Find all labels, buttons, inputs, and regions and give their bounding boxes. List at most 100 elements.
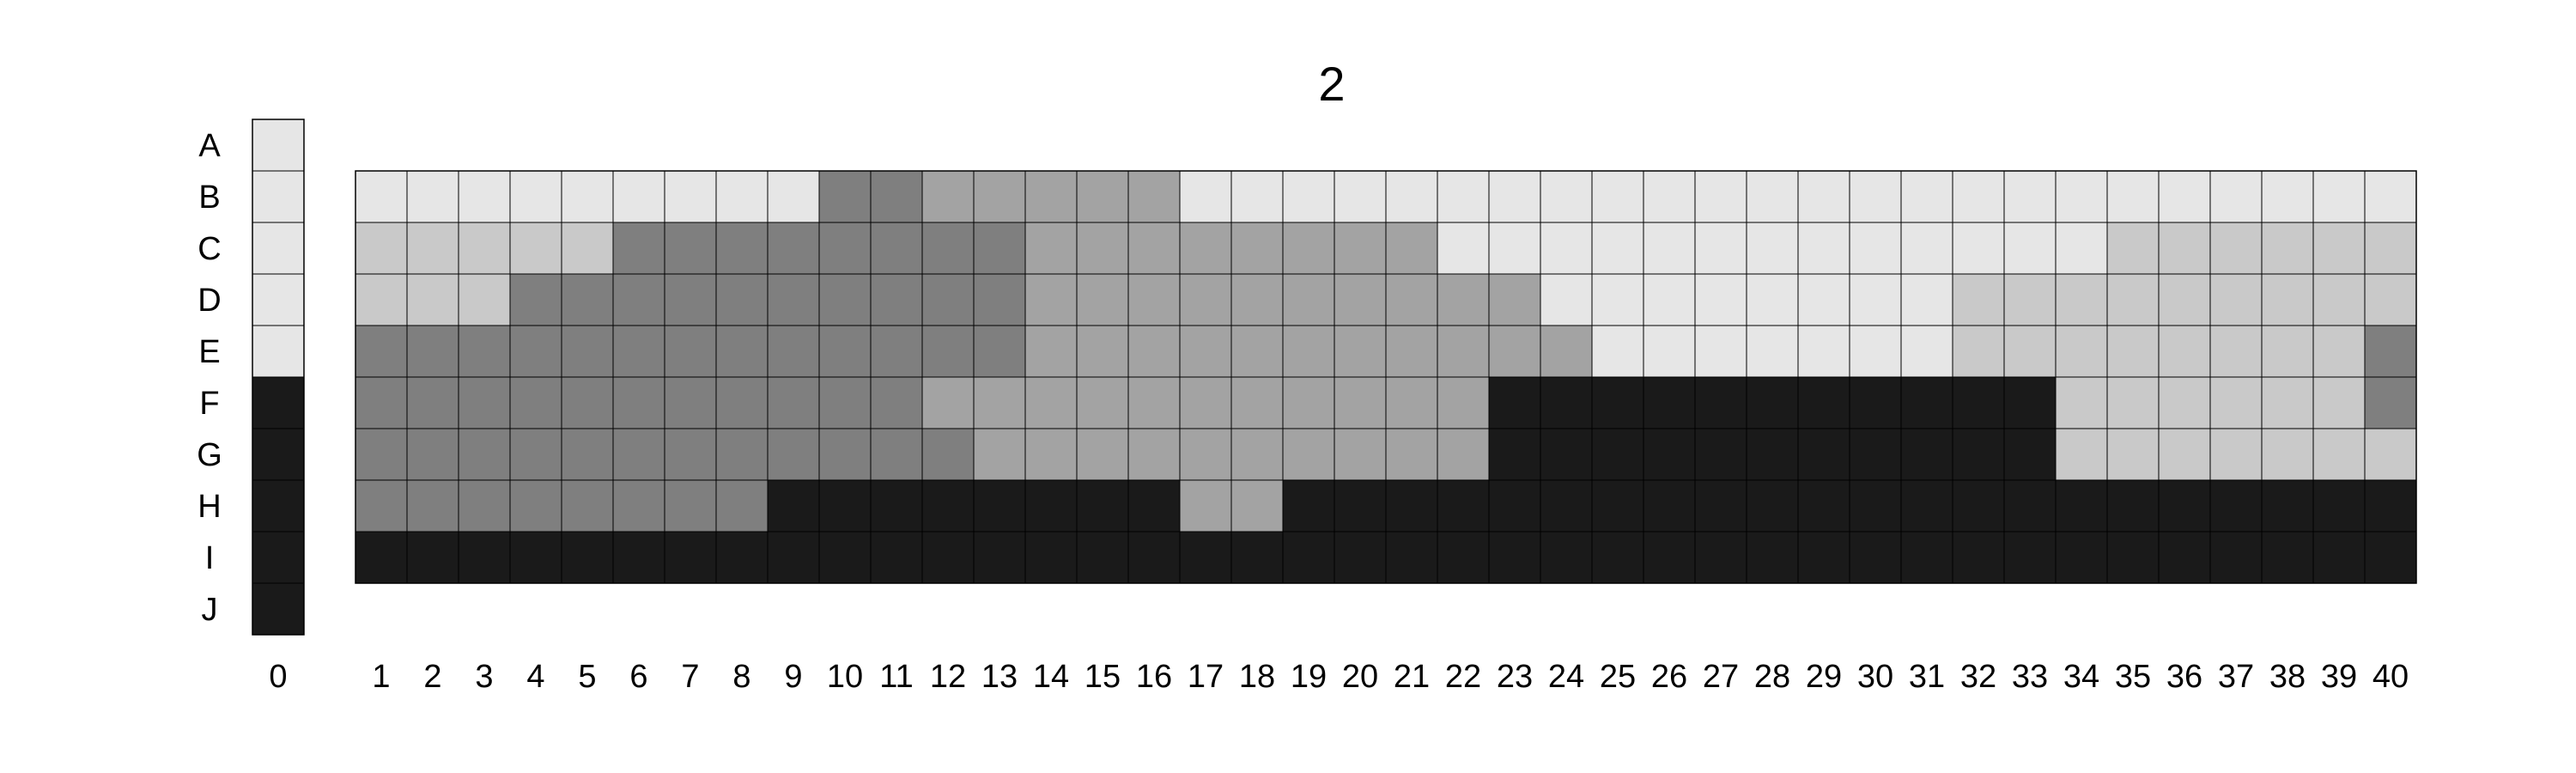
heatmap-cell <box>1488 170 1541 223</box>
reference-cell <box>252 325 305 378</box>
heatmap-cell <box>2312 222 2366 275</box>
heatmap-cell <box>2055 531 2108 584</box>
column-label-3: 3 <box>475 659 493 695</box>
heatmap-cell <box>767 325 820 378</box>
heatmap-cell <box>406 273 459 326</box>
heatmap-cell <box>1385 222 1438 275</box>
heatmap-cell <box>1591 531 1644 584</box>
heatmap-cell <box>1952 428 2005 481</box>
heatmap-cell <box>921 531 975 584</box>
heatmap-cell <box>1591 428 1644 481</box>
heatmap-cell <box>767 531 820 584</box>
heatmap-cell <box>2158 273 2211 326</box>
heatmap-cell <box>1179 376 1232 429</box>
heatmap-cell <box>2003 222 2057 275</box>
heatmap-cell <box>715 170 769 223</box>
reference-cell <box>252 170 305 223</box>
heatmap-cell <box>818 273 872 326</box>
heatmap-cell <box>1437 170 1490 223</box>
heatmap-cell <box>2055 170 2108 223</box>
heatmap-cell <box>1282 325 1335 378</box>
reference-cell <box>252 428 305 481</box>
heatmap-cell <box>406 170 459 223</box>
column-label-25: 25 <box>1600 659 1636 695</box>
heatmap-cell <box>767 479 820 533</box>
heatmap-cell <box>1024 428 1078 481</box>
heatmap-cell <box>870 376 923 429</box>
heatmap-cell <box>1746 325 1799 378</box>
reference-column <box>252 119 305 636</box>
column-label-33: 33 <box>2012 659 2048 695</box>
column-label-30: 30 <box>1857 659 1893 695</box>
heatmap-cell <box>715 273 769 326</box>
heatmap-cell <box>1127 531 1181 584</box>
heatmap-cell <box>1076 428 1129 481</box>
column-label-15: 15 <box>1084 659 1121 695</box>
row-label-d: D <box>197 283 221 319</box>
heatmap-cell <box>1334 170 1387 223</box>
reference-cell <box>252 376 305 429</box>
heatmap-cell <box>1643 479 1696 533</box>
column-label-4: 4 <box>526 659 544 695</box>
heatmap-cell <box>1540 325 1593 378</box>
heatmap-cell <box>1694 170 1747 223</box>
column-label-18: 18 <box>1239 659 1275 695</box>
heatmap-cell <box>1746 479 1799 533</box>
heatmap-cell <box>1643 428 1696 481</box>
heatmap-cell <box>1334 376 1387 429</box>
heatmap-cell <box>921 170 975 223</box>
heatmap-cell <box>458 222 511 275</box>
heatmap-cell <box>2158 428 2211 481</box>
heatmap-grid <box>355 170 2417 584</box>
heatmap-cell <box>1179 325 1232 378</box>
heatmap-cell <box>2106 376 2160 429</box>
heatmap-cell <box>973 428 1026 481</box>
heatmap-cell <box>1540 170 1593 223</box>
heatmap-cell <box>1797 531 1850 584</box>
heatmap-cell <box>1230 325 1284 378</box>
heatmap-cell <box>612 428 665 481</box>
heatmap-cell <box>1849 428 1902 481</box>
heatmap-cell <box>1230 170 1284 223</box>
heatmap-cell <box>1437 325 1490 378</box>
heatmap-cell <box>715 479 769 533</box>
column-label-1: 1 <box>372 659 390 695</box>
row-label-j: J <box>202 592 218 628</box>
heatmap-cell <box>2312 531 2366 584</box>
heatmap-cell <box>1849 531 1902 584</box>
heatmap-cell <box>1334 222 1387 275</box>
heatmap-cell <box>2209 222 2263 275</box>
heatmap-cell <box>1024 222 1078 275</box>
heatmap-cell <box>2158 170 2211 223</box>
heatmap-cell <box>2106 479 2160 533</box>
reference-cell <box>252 119 305 172</box>
heatmap-cell <box>2003 273 2057 326</box>
heatmap-cell <box>561 273 614 326</box>
heatmap-cell <box>1437 273 1490 326</box>
heatmap-cell <box>2106 325 2160 378</box>
heatmap-cell <box>1437 376 1490 429</box>
heatmap-cell <box>767 273 820 326</box>
heatmap-cell <box>921 479 975 533</box>
heatmap-cell <box>1849 325 1902 378</box>
heatmap-grid-frame <box>355 170 2417 584</box>
heatmap-cell <box>2261 479 2314 533</box>
heatmap-cell <box>1746 376 1799 429</box>
column-label-23: 23 <box>1497 659 1533 695</box>
heatmap-cell <box>2209 376 2263 429</box>
heatmap-cell <box>406 531 459 584</box>
heatmap-cell <box>355 376 408 429</box>
reference-cell <box>252 479 305 533</box>
heatmap-cell <box>1282 531 1335 584</box>
column-label-16: 16 <box>1136 659 1172 695</box>
heatmap-cell <box>1334 273 1387 326</box>
heatmap-cell <box>664 222 717 275</box>
heatmap-cell <box>458 428 511 481</box>
heatmap-cell <box>1900 531 1953 584</box>
heatmap-cell <box>818 479 872 533</box>
heatmap-cell <box>1900 428 1953 481</box>
heatmap-cell <box>1282 428 1335 481</box>
heatmap-cell <box>1900 170 1953 223</box>
heatmap-cell <box>612 376 665 429</box>
row-label-b: B <box>198 180 220 216</box>
